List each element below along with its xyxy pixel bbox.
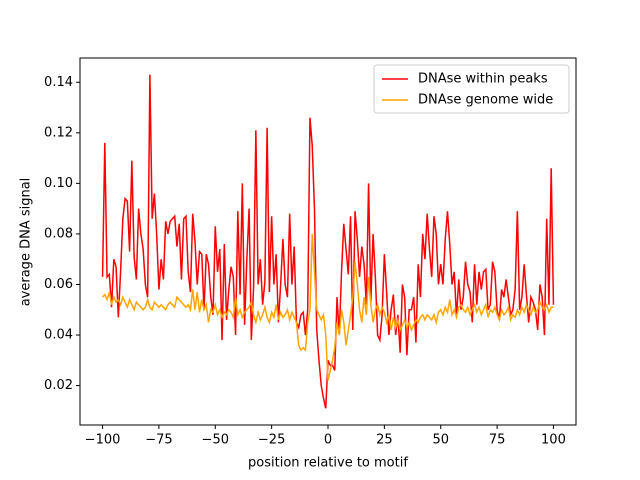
x-tick-label: 0	[324, 433, 332, 448]
y-tick-label: 0.02	[44, 378, 73, 393]
x-tick-label: 25	[376, 433, 393, 448]
y-tick-label: 0.06	[44, 277, 73, 292]
legend-label: DNAse genome wide	[418, 93, 553, 108]
legend-label: DNAse within peaks	[418, 72, 548, 87]
data-line	[101, 233, 554, 381]
x-tick-label: 50	[432, 433, 449, 448]
x-tick-label: 75	[489, 433, 506, 448]
y-tick-label: 0.08	[44, 226, 73, 241]
y-tick-label: 0.04	[44, 328, 73, 343]
data-line	[101, 74, 555, 409]
y-tick-label: 0.14	[44, 75, 73, 90]
x-tick-label: 100	[541, 433, 566, 448]
x-tick-label: −25	[258, 433, 285, 448]
x-tick-label: −100	[85, 433, 121, 448]
y-tick-label: 0.10	[44, 176, 73, 191]
x-tick-label: −50	[202, 433, 229, 448]
x-tick-label: −75	[145, 433, 172, 448]
legend-box	[373, 64, 570, 114]
y-tick-label: 0.12	[44, 125, 73, 140]
plot-frame	[79, 57, 577, 426]
x-axis-label: position relative to motif	[248, 456, 408, 471]
y-axis-label: average DNA signal	[19, 178, 34, 307]
